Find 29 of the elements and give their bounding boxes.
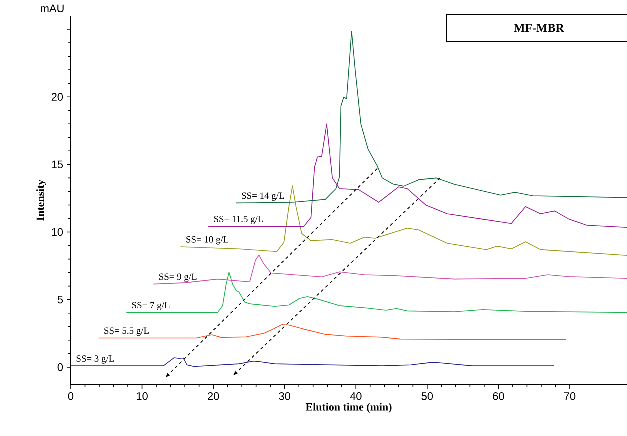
series-label: SS= 7 g/L <box>132 302 170 310</box>
line-series <box>153 254 627 285</box>
x-tick-label: 70 <box>564 392 576 400</box>
line-series <box>208 124 627 228</box>
series-label: SS= 5.5 g/L <box>104 328 149 336</box>
text: mAU <box>41 4 64 12</box>
x-tick-label: 30 <box>279 392 290 400</box>
x-tick-label: 20 <box>208 392 220 400</box>
x-tick-label: 0 <box>68 392 74 400</box>
y-axis-title: Intensity <box>36 180 46 221</box>
series-label: SS= 3 g/L <box>76 356 114 364</box>
y-tick-label: 5 <box>58 296 64 304</box>
y-tick-label: 10 <box>52 228 64 236</box>
line-series <box>180 186 627 256</box>
text: MF-MBR <box>514 24 564 32</box>
x-tick-label: 60 <box>493 392 504 400</box>
x-tick-label: 50 <box>422 392 434 400</box>
y-tick-label: 15 <box>52 160 64 169</box>
series-label: SS= 10 g/L <box>186 236 229 245</box>
series-label: SS= 14 g/L <box>242 192 284 202</box>
x-axis-title: Elution time (min) <box>306 403 392 414</box>
y-tick-label: 20 <box>52 93 64 101</box>
series-label: SS= 11.5 g/L <box>214 216 264 224</box>
x-tick-label: 40 <box>350 392 362 400</box>
line-series <box>126 272 627 314</box>
line-series <box>236 31 627 204</box>
y-tick-label: 0 <box>58 364 64 372</box>
x-tick-label: 10 <box>137 392 148 400</box>
series-label: SS= 9 g/L <box>160 274 197 282</box>
